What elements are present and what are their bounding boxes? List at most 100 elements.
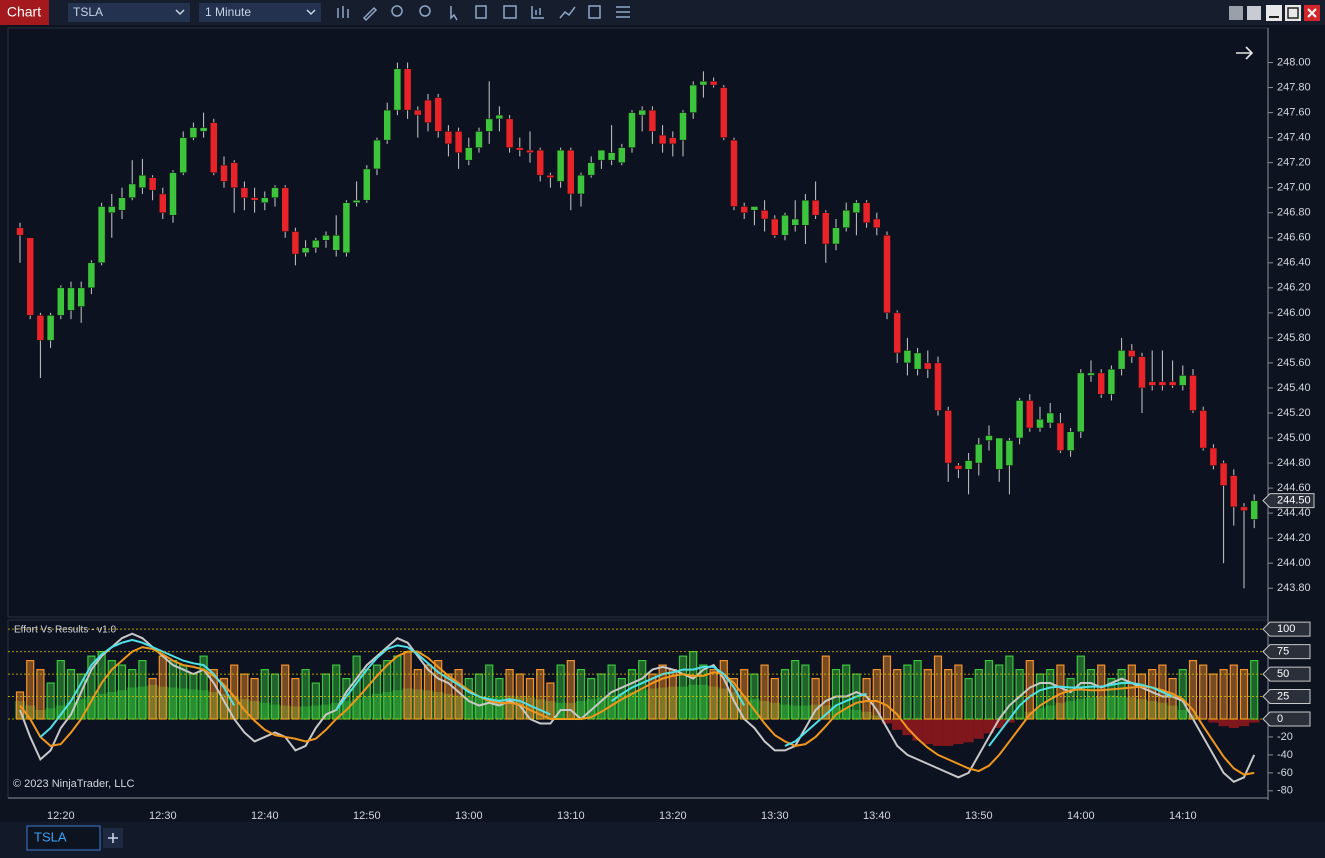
- scroll-end-arrow[interactable]: [1236, 46, 1254, 60]
- effort-bar: [944, 668, 953, 720]
- candle-body: [577, 174, 585, 195]
- area-column: [1177, 710, 1188, 719]
- effort-bar: [434, 660, 443, 720]
- strategy-icon[interactable]: [559, 6, 576, 19]
- template-icon[interactable]: [503, 5, 517, 19]
- effort-bar: [587, 677, 596, 720]
- area-column: [1208, 718, 1219, 723]
- candle-body: [393, 68, 402, 111]
- candle-body: [220, 164, 228, 182]
- y-tick-label: 245.20: [1277, 407, 1311, 419]
- candle-body: [536, 149, 544, 176]
- area-column: [626, 692, 638, 719]
- effort-bar: [230, 664, 239, 720]
- candle-body: [903, 350, 912, 364]
- level-flag: [1262, 621, 1311, 637]
- candle-body: [271, 187, 279, 198]
- area-column: [453, 695, 464, 719]
- x-tick-label: 13:50: [965, 810, 993, 822]
- effort-bar: [689, 651, 698, 720]
- properties-icon[interactable]: [588, 5, 601, 19]
- area-column: [1187, 714, 1199, 719]
- candle-body: [669, 137, 677, 145]
- area-column: [545, 701, 556, 719]
- candle-body: [587, 162, 595, 176]
- candle-body: [964, 460, 973, 470]
- zoom-in-icon[interactable]: [391, 5, 403, 17]
- area-column: [25, 705, 36, 719]
- candle-body: [516, 147, 524, 151]
- interval-dropdown[interactable]: [199, 3, 321, 22]
- candle-body: [862, 202, 871, 223]
- window-button[interactable]: [1247, 6, 1261, 20]
- candle-body: [169, 172, 177, 216]
- area-column: [759, 701, 770, 719]
- effort-bar: [107, 660, 116, 720]
- indicators-icon[interactable]: [531, 6, 544, 19]
- candle-body: [526, 149, 534, 153]
- zoom-out-icon[interactable]: [419, 5, 431, 17]
- area-column: [55, 705, 66, 719]
- interval-label[interactable]: 1 Minute: [205, 5, 251, 19]
- effort-bar: [168, 660, 178, 720]
- y-tick-label: 247.00: [1277, 182, 1311, 194]
- bars-icon[interactable]: [337, 6, 349, 18]
- candle-body: [444, 131, 453, 145]
- area-column: [504, 695, 515, 719]
- candle-body: [1250, 500, 1258, 520]
- tab[interactable]: [26, 825, 101, 851]
- area-column: [76, 699, 87, 719]
- chart-button-label[interactable]: Chart: [7, 4, 41, 20]
- window-button[interactable]: [1229, 6, 1243, 20]
- area-column: [657, 687, 668, 719]
- candle-body: [689, 84, 697, 113]
- candle-body: [699, 81, 708, 86]
- candle-body: [567, 149, 575, 195]
- candle-body: [750, 206, 759, 211]
- area-column: [290, 706, 301, 719]
- effort-bar: [291, 677, 300, 720]
- effort-bar: [117, 664, 127, 720]
- area-column: [1075, 699, 1086, 719]
- chart-button[interactable]: [0, 0, 49, 25]
- candle-body: [108, 206, 116, 213]
- effort-bar: [699, 664, 708, 720]
- area-column: [137, 686, 148, 719]
- candle-body: [944, 410, 952, 464]
- effort-bar: [831, 668, 841, 720]
- effort-bar: [678, 655, 688, 720]
- area-column: [871, 715, 882, 719]
- pointer-icon[interactable]: [450, 6, 458, 21]
- effort-bar: [1168, 677, 1177, 720]
- candle-body: [67, 287, 75, 311]
- candle-body: [893, 312, 901, 354]
- instrument-dropdown[interactable]: [68, 3, 190, 22]
- candle-body: [210, 122, 218, 173]
- tab-label[interactable]: TSLA: [34, 829, 67, 844]
- menu-icon[interactable]: [616, 6, 630, 18]
- candle-body: [985, 435, 993, 441]
- instrument-label[interactable]: TSLA: [73, 5, 103, 19]
- candle-body: [1087, 372, 1095, 376]
- candle-body: [771, 218, 779, 236]
- area-column: [1126, 697, 1137, 719]
- last-price-label: 244.50: [1277, 495, 1311, 507]
- candle-body: [424, 99, 432, 123]
- candle-body: [1158, 381, 1167, 386]
- area-column: [1238, 718, 1250, 727]
- data-box-icon[interactable]: [475, 5, 487, 19]
- candle-body: [709, 81, 718, 86]
- effort-bar: [903, 664, 912, 720]
- candle-body: [648, 109, 657, 132]
- indicator-title: Effort Vs Results - v1.0: [14, 625, 117, 636]
- candle-body: [1036, 418, 1044, 429]
- level-label: 75: [1277, 646, 1289, 658]
- candle-body: [1230, 475, 1238, 508]
- maximize-button[interactable]: [1285, 5, 1301, 21]
- area-column: [1218, 718, 1229, 727]
- minimize-button[interactable]: [1266, 5, 1282, 21]
- y-tick-label: 246.60: [1277, 232, 1311, 244]
- candle-body: [740, 206, 748, 213]
- area-column: [249, 701, 260, 719]
- draw-icon[interactable]: [362, 6, 378, 22]
